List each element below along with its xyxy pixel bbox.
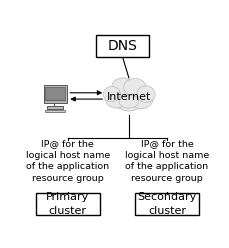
Ellipse shape <box>124 78 146 96</box>
Ellipse shape <box>105 88 128 108</box>
Text: IP@ for the
logical host name
of the application
resource group: IP@ for the logical host name of the app… <box>26 140 110 183</box>
FancyBboxPatch shape <box>47 106 63 109</box>
Text: Internet: Internet <box>107 92 151 102</box>
Text: DNS: DNS <box>108 39 138 54</box>
FancyBboxPatch shape <box>44 85 67 103</box>
FancyBboxPatch shape <box>46 110 65 112</box>
FancyBboxPatch shape <box>46 87 65 100</box>
FancyBboxPatch shape <box>135 193 199 215</box>
Ellipse shape <box>112 78 134 96</box>
Ellipse shape <box>119 95 139 108</box>
Text: Secondary
cluster: Secondary cluster <box>137 192 197 216</box>
Ellipse shape <box>112 80 146 111</box>
Text: IP@ for the
logical host name
of the application
resource group: IP@ for the logical host name of the app… <box>125 140 209 183</box>
Ellipse shape <box>137 86 155 102</box>
FancyBboxPatch shape <box>36 193 100 215</box>
Ellipse shape <box>130 87 153 109</box>
Text: Primary
cluster: Primary cluster <box>46 192 89 216</box>
Ellipse shape <box>103 87 120 102</box>
FancyBboxPatch shape <box>96 35 149 58</box>
